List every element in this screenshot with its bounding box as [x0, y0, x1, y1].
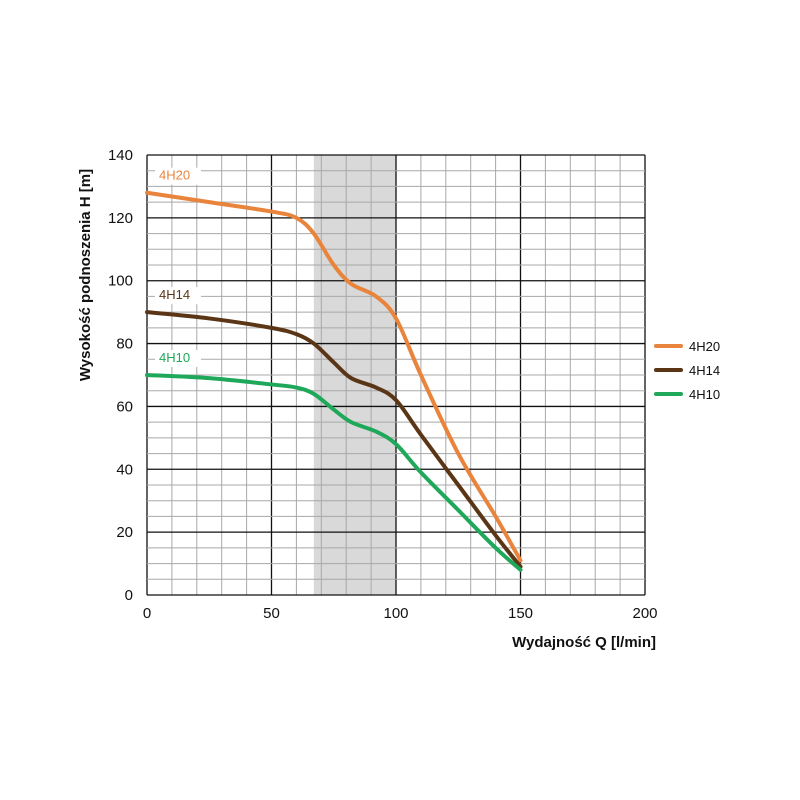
y-tick-label: 140 [108, 147, 133, 164]
y-tick-label: 120 [108, 210, 133, 227]
y-tick-label: 20 [116, 524, 133, 541]
x-tick-label: 0 [143, 605, 151, 622]
series-line-4h14 [145, 310, 523, 569]
y-tick-label: 100 [108, 273, 133, 290]
legend-label-4h10: 4H10 [689, 387, 720, 402]
legend-label-4h14: 4H14 [689, 363, 720, 378]
y-tick-label: 40 [116, 461, 133, 478]
series-line-4h20 [145, 190, 523, 563]
series-label-bg [155, 287, 201, 305]
y-axis-title: Wysokość podnoszenia H [m] [77, 169, 94, 381]
series-label-bg [155, 350, 201, 367]
legend-label-4h20: 4H20 [689, 339, 720, 354]
x-tick-label: 150 [508, 605, 533, 622]
series-label-4h10: 4H10 [159, 350, 190, 365]
series-label-bg [155, 167, 201, 185]
y-tick-label: 80 [116, 336, 133, 353]
series-line-4h10 [145, 373, 523, 572]
y-tick-label: 60 [116, 398, 133, 415]
series-label-4h20: 4H20 [159, 168, 190, 183]
x-tick-label: 50 [263, 605, 280, 622]
x-axis-title: Wydajność Q [l/min] [512, 634, 656, 651]
x-tick-label: 200 [632, 605, 657, 622]
series-label-4h14: 4H14 [159, 287, 190, 302]
y-tick-label: 0 [125, 587, 133, 604]
x-tick-label: 100 [383, 605, 408, 622]
